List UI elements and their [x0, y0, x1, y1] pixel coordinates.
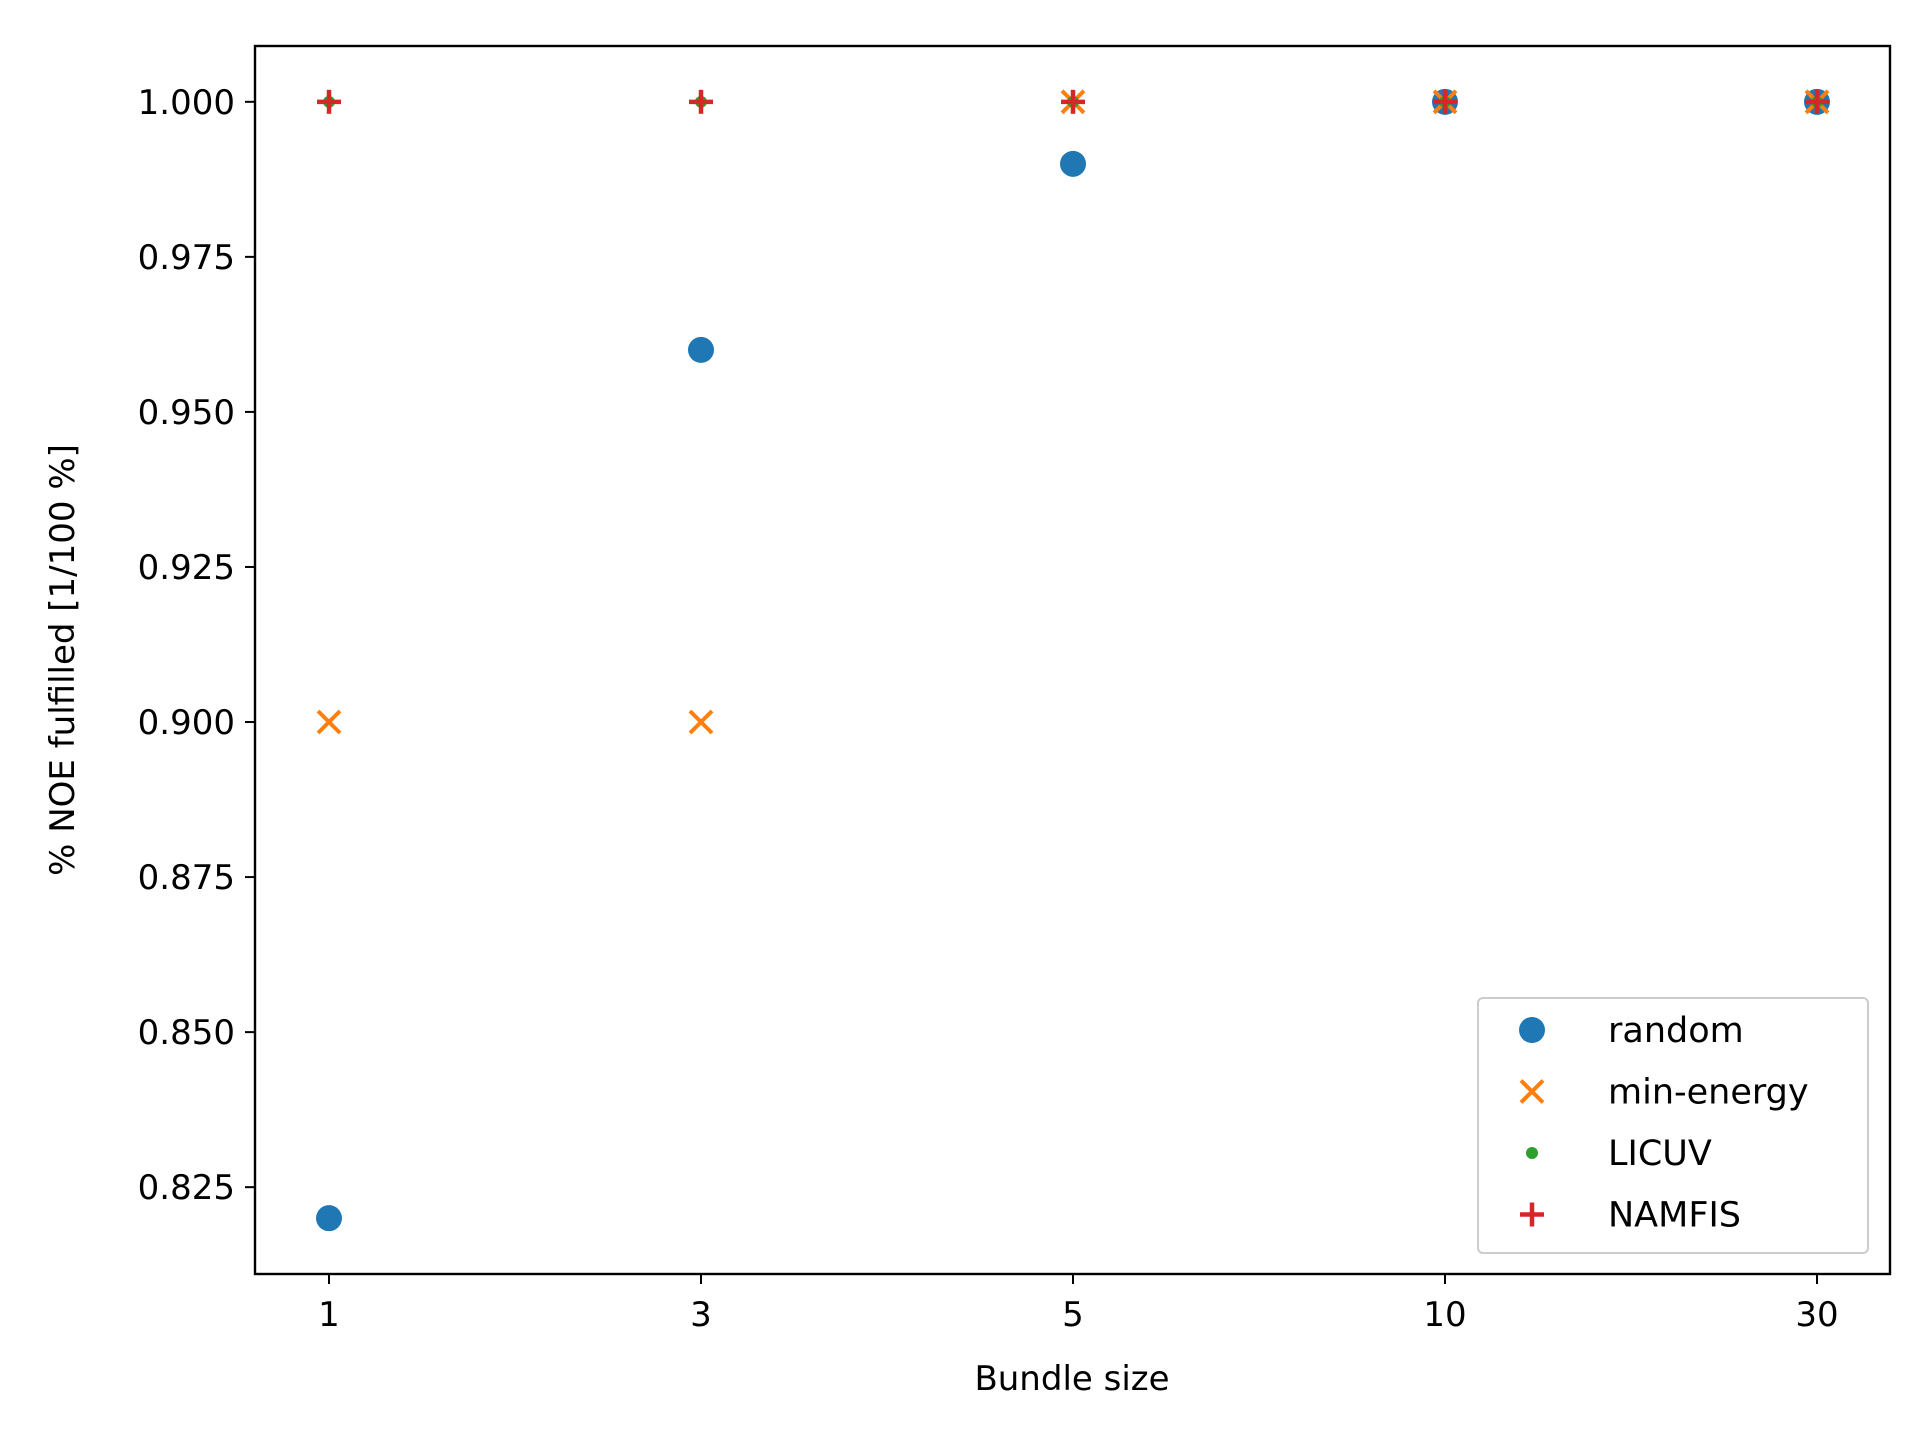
- NAMFIS-point: [1433, 89, 1457, 114]
- plot-frame: [253, 44, 1892, 1276]
- NAMFIS-point: [1061, 89, 1085, 114]
- legend-box: [1477, 997, 1869, 1254]
- legend-label: min-energy: [1608, 1073, 1809, 1113]
- min-energy-point: [316, 709, 342, 735]
- random-point: [316, 1205, 342, 1232]
- NAMFIS-point: [689, 89, 713, 114]
- x-axis-label: Bundle size: [974, 1359, 1169, 1399]
- x-tick-label: 10: [1423, 1295, 1466, 1335]
- y-tick-label: 0.950: [138, 393, 235, 433]
- legend-label: random: [1608, 1011, 1744, 1051]
- NAMFIS-point: [317, 89, 341, 114]
- y-tick-label: 0.925: [138, 548, 235, 588]
- x-tick-label: 5: [1062, 1295, 1084, 1335]
- y-tick-label: 0.900: [138, 703, 235, 743]
- x-tick-label: 1: [318, 1295, 340, 1335]
- y-tick-label: 1.000: [138, 83, 235, 123]
- y-axis-label: % NOE fulfilled [1/100 %]: [43, 444, 83, 876]
- y-tick-label: 0.850: [138, 1013, 235, 1053]
- x-axis-ticks: 1 3 5 10 30: [318, 1274, 1839, 1335]
- y-tick-label: 0.975: [138, 238, 235, 278]
- y-tick-label: 0.875: [138, 858, 235, 898]
- legend-marker-LICUV: [1526, 1147, 1538, 1159]
- data-marks: [316, 88, 1830, 1232]
- legend-label: NAMFIS: [1608, 1196, 1741, 1236]
- legend-marker-random: [1519, 1017, 1545, 1043]
- legend: random min-energy LICUV NAMFIS: [1477, 997, 1869, 1254]
- y-axis-ticks: 0.825 0.850 0.875 0.900 0.925 0.950 0.975 1.000: [138, 83, 255, 1208]
- legend-marker-min-energy: [1519, 1079, 1545, 1104]
- NAMFIS-point: [1805, 89, 1829, 114]
- x-tick-label: 30: [1795, 1295, 1838, 1335]
- random-point: [688, 336, 714, 363]
- x-tick-label: 3: [690, 1295, 712, 1335]
- legend-marker-NAMFIS: [1520, 1202, 1544, 1227]
- y-tick-label: 0.825: [138, 1168, 235, 1208]
- min-energy-point: [688, 709, 714, 735]
- random-point: [1060, 150, 1086, 177]
- legend-label: LICUV: [1608, 1134, 1712, 1174]
